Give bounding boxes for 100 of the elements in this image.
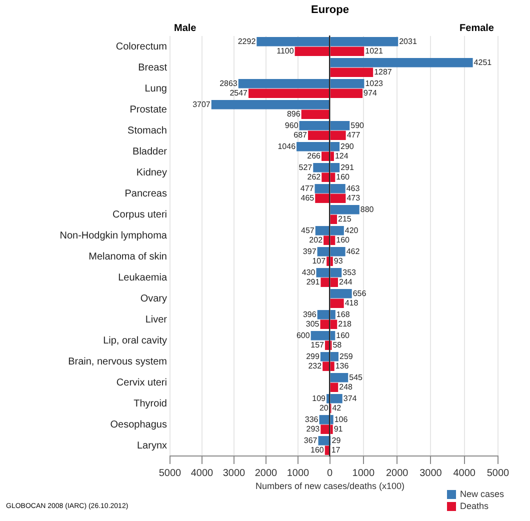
data-label: 2863	[220, 78, 238, 88]
data-label: 244	[339, 278, 354, 287]
data-label: 293	[306, 424, 320, 434]
x-tick-label: 4000	[190, 468, 214, 479]
data-label: 367	[304, 436, 318, 445]
data-label: 397	[302, 246, 317, 256]
x-tick-label: 5000	[158, 468, 182, 479]
data-label: 160	[336, 330, 350, 340]
data-label: 291	[306, 278, 320, 287]
x-tick-label: 2000	[254, 468, 278, 479]
bar	[330, 205, 360, 214]
data-label: 3707	[192, 100, 211, 109]
data-label: 157	[310, 340, 325, 350]
data-label: 960	[284, 120, 299, 130]
data-label: 880	[360, 204, 375, 214]
y-tick-label: Lung	[144, 83, 167, 94]
y-tick-label: Cervix uteri	[116, 377, 167, 388]
data-label: 430	[302, 268, 316, 277]
data-label: 291	[340, 162, 355, 172]
y-tick-label: Bladder	[132, 146, 168, 158]
data-label: 168	[336, 310, 351, 319]
data-label: 473	[346, 194, 361, 203]
data-label: 600	[296, 330, 310, 340]
data-label: 4251	[474, 58, 492, 67]
data-label: 58	[332, 340, 342, 350]
data-label: 124	[335, 152, 350, 161]
bar	[330, 58, 474, 68]
data-label: 160	[336, 172, 350, 182]
data-label: 91	[334, 424, 344, 434]
data-label: 305	[306, 320, 320, 329]
y-tick-label: Kidney	[136, 167, 167, 178]
x-tick-label: 5000	[487, 468, 510, 479]
data-label: 527	[298, 162, 313, 172]
data-label: 20	[319, 404, 329, 413]
data-label: 1021	[365, 46, 384, 56]
data-label: 463	[346, 184, 360, 193]
x-tick-label: 4000	[453, 468, 476, 479]
y-tick-label: Colorectum	[116, 41, 167, 52]
data-label: 299	[306, 352, 320, 361]
y-tick-label: Breast	[138, 62, 168, 74]
data-label: 136	[336, 362, 350, 371]
data-label: 248	[339, 382, 354, 392]
data-label: 266	[307, 152, 322, 161]
data-label: 218	[338, 320, 352, 329]
data-label: 109	[312, 394, 326, 403]
bar	[330, 214, 338, 224]
data-label: 232	[308, 362, 322, 371]
chart-title: Europe	[311, 4, 349, 16]
data-label: 29	[332, 436, 342, 445]
data-label: 896	[286, 110, 301, 119]
data-label: 259	[340, 352, 354, 361]
data-label: 202	[309, 236, 324, 245]
text: Female	[460, 22, 495, 34]
y-tick-label: Thyroid	[134, 398, 167, 410]
data-label: 160	[310, 446, 324, 455]
y-tick-label: Lip, oral cavity	[103, 335, 167, 346]
y-tick-label: Non-Hodgkin lymphoma	[60, 230, 168, 242]
data-label: 1287	[374, 68, 393, 77]
bar	[330, 68, 374, 77]
x-axis-title: Numbers of new cases/deaths (x100)	[255, 481, 405, 491]
x-tick-label: 3000	[420, 468, 442, 479]
data-label: 1100	[276, 46, 294, 56]
data-label: 374	[344, 394, 358, 403]
data-label: 290	[340, 142, 355, 151]
data-label: 106	[334, 414, 348, 424]
y-tick-label: Brain, nervous system	[68, 356, 167, 368]
y-tick-label: Liver	[145, 314, 168, 326]
x-tick-label: 2000	[386, 468, 409, 479]
data-label: 2031	[399, 36, 418, 46]
y-tick-label: Stomach	[128, 125, 167, 136]
y-tick-label: Larynx	[136, 440, 167, 452]
y-tick-label: Leukaemia	[118, 272, 168, 284]
data-label: 656	[353, 288, 367, 298]
data-label: 353	[342, 268, 357, 277]
x-tick-label: 1000	[352, 468, 376, 479]
data-label: 590	[350, 120, 365, 130]
x-tick-label: 3000	[222, 468, 246, 479]
data-label: 465	[300, 194, 315, 203]
data-label: 107	[312, 256, 326, 266]
y-tick-label: Pancreas	[124, 188, 167, 200]
text: Male	[174, 22, 197, 34]
bar	[211, 100, 330, 110]
data-label: 457	[301, 226, 315, 235]
data-label: 262	[307, 172, 322, 182]
data-label: 17	[332, 446, 342, 455]
y-tick-label: Ovary	[140, 293, 167, 304]
data-label: 687	[294, 130, 308, 140]
x-tick-label: 1000	[286, 468, 310, 479]
legend-label: Deaths	[460, 501, 489, 511]
bar	[301, 110, 330, 119]
bar	[330, 289, 352, 298]
data-label: 215	[338, 214, 352, 224]
data-label: 1046	[278, 142, 296, 151]
data-label: 418	[345, 298, 359, 308]
data-label: 93	[334, 256, 344, 266]
data-label: 42	[332, 404, 342, 413]
data-label: 545	[349, 372, 364, 382]
data-label: 462	[346, 246, 360, 256]
y-tick-label: Melanoma of skin	[88, 251, 167, 262]
data-label: 477	[300, 184, 314, 193]
